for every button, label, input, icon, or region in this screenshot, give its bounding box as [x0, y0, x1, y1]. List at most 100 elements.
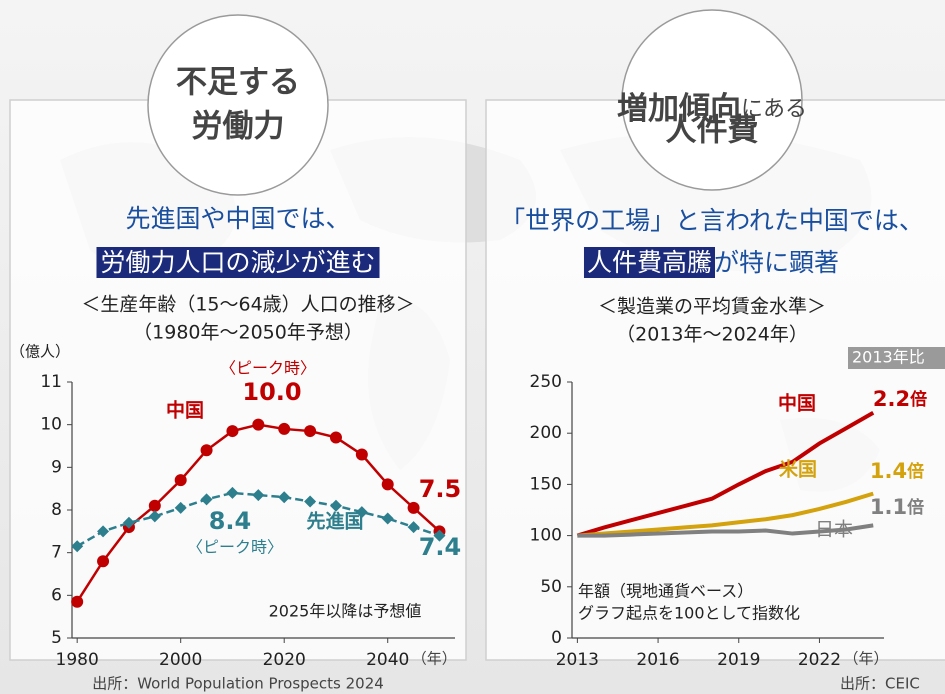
x-unit: （年）: [843, 650, 888, 668]
marker: [304, 425, 317, 438]
marker: [381, 478, 394, 491]
y-tick-label: 9: [51, 457, 62, 477]
badge-text: 人件費: [666, 113, 759, 149]
marker: [252, 489, 265, 502]
end-label: 2.2倍: [873, 387, 927, 411]
chart-subtitle: （1980年～2050年予想）: [133, 322, 363, 344]
series-line: [577, 491, 874, 538]
x-tick-label: 2040: [366, 650, 409, 670]
series-label: 米国: [779, 458, 817, 481]
marker: [226, 425, 239, 438]
end-label: 倍: [907, 461, 924, 482]
marker: [304, 495, 317, 508]
x-tick-label: 2013: [556, 650, 599, 670]
source: 出所：CEIC: [840, 675, 920, 693]
marker: [252, 418, 265, 431]
x-tick-label: 2020: [263, 650, 306, 670]
tag: 2013年比: [852, 348, 925, 367]
marker: [200, 444, 213, 457]
source: 出所：World Population Prospects 2024: [92, 675, 384, 693]
marker: [122, 516, 135, 529]
peak-note: 〈ピーク時〉: [187, 538, 283, 557]
marker: [148, 510, 161, 523]
badge-text: 増加傾向にある: [617, 91, 807, 127]
x-tick-label: 2016: [636, 650, 679, 670]
peak-note: 〈ピーク時〉: [220, 359, 316, 378]
highlight-box: [583, 247, 715, 278]
chart-title: ＜製造業の平均賃金水準＞: [598, 296, 826, 318]
y-tick-label: 50: [540, 577, 562, 597]
series-line: [576, 410, 875, 538]
tag-box: [848, 347, 945, 369]
series-label: 中国: [778, 392, 816, 415]
marker: [329, 431, 342, 444]
y-tick-label: 7: [51, 543, 62, 563]
y-tick-label: 10: [40, 415, 62, 435]
y-tick-label: 8: [51, 500, 62, 520]
note: グラフ起点を100として指数化: [578, 604, 800, 623]
marker: [355, 506, 368, 519]
marker: [97, 525, 110, 538]
end-label: 1.1倍: [870, 495, 924, 519]
x-tick-label: 1980: [56, 650, 99, 670]
headline: 先進国や中国では、: [125, 204, 350, 233]
marker: [407, 501, 420, 514]
marker: [278, 422, 291, 435]
left-badge: [147, 14, 329, 196]
highlight: 労働力人口の減少が進む: [100, 248, 375, 277]
x-tick-label: 2000: [159, 650, 202, 670]
x-tick-label: 2022: [798, 650, 841, 670]
series-label: 日本: [815, 519, 853, 541]
marker: [381, 512, 394, 525]
y-axis-label: （億人）: [10, 343, 70, 361]
marker: [278, 491, 291, 504]
y-tick-label: 250: [530, 372, 562, 392]
end-label: 倍: [910, 389, 927, 410]
marker: [407, 521, 420, 534]
badge-text: 不足する: [176, 65, 300, 101]
end-label: 1.4倍: [870, 459, 924, 483]
end-label: 1.4: [870, 459, 907, 483]
marker: [71, 595, 84, 608]
y-tick-label: 200: [530, 423, 562, 443]
y-tick-label: 5: [51, 628, 62, 648]
end-label: 倍: [907, 497, 924, 518]
note: 2025年以降は予想値: [269, 602, 422, 621]
y-tick-label: 100: [530, 526, 562, 546]
marker: [174, 501, 187, 514]
badge-text: 増加傾向: [617, 91, 741, 127]
marker: [329, 499, 342, 512]
y-tick-label: 150: [530, 474, 562, 494]
highlight-box: [96, 247, 380, 278]
marker: [71, 540, 84, 553]
marker: [226, 486, 239, 499]
marker: [97, 555, 110, 568]
marker: [148, 499, 161, 512]
data-label: 10.0: [242, 378, 301, 406]
y-tick-label: 0: [551, 628, 562, 648]
badge-text: 労働力: [192, 109, 285, 145]
end-label: 1.1: [870, 495, 907, 519]
data-label: 7.4: [419, 533, 462, 561]
headline: が特に顕著: [714, 248, 839, 277]
x-unit: （年）: [412, 650, 457, 668]
data-label: 8.4: [209, 507, 252, 535]
chart-title: ＜生産年齢（15～64歳）人口の推移＞: [81, 294, 414, 316]
highlight: 人件費高騰: [587, 248, 712, 277]
series-line: [76, 491, 440, 548]
y-tick-label: 6: [51, 585, 62, 605]
right-badge: [621, 9, 803, 191]
series-label: 中国: [166, 399, 204, 422]
chart-subtitle: （2013年～2024年）: [616, 324, 808, 346]
marker: [433, 529, 446, 542]
data-label: 7.5: [419, 475, 462, 503]
marker: [174, 474, 187, 487]
series-line: [577, 523, 874, 538]
series-label: 先進国: [306, 510, 363, 533]
headline: 「世界の工場」と言われた中国では、: [500, 206, 924, 235]
marker: [355, 448, 368, 461]
badge-text: にある: [741, 97, 807, 122]
x-tick-label: 2019: [717, 650, 760, 670]
note: 年額（現地通貨ベース）: [578, 582, 753, 601]
